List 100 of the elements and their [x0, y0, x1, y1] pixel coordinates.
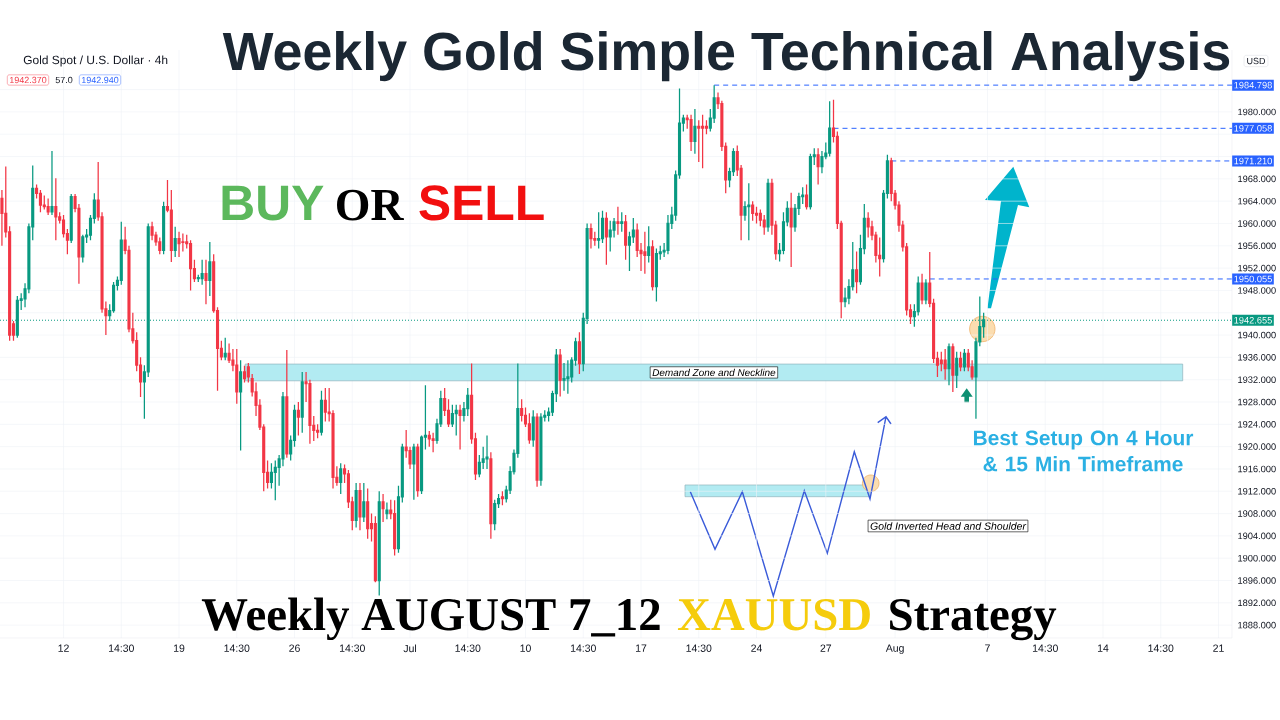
- candlestick: [608, 220, 612, 253]
- y-tick-label: 1968.000: [1238, 175, 1276, 183]
- candlestick: [42, 194, 46, 211]
- chart-subtitle: Gold Spot / U.S. Dollar · 4h: [23, 55, 168, 67]
- y-tick-label: 1964.000: [1238, 197, 1276, 205]
- x-tick-label: 14:30: [224, 644, 250, 652]
- candlestick: [296, 401, 300, 437]
- candlestick: [520, 398, 524, 423]
- candlestick: [454, 404, 458, 437]
- candlestick: [616, 206, 620, 236]
- candlestick: [828, 100, 832, 158]
- annotation: Strategy: [890, 598, 1057, 641]
- candlestick: [558, 348, 562, 398]
- candlestick: [955, 351, 959, 389]
- candlestick: [566, 359, 570, 395]
- y-tick-label: 1912.000: [1238, 487, 1276, 495]
- candlestick: [589, 222, 593, 250]
- y-tick-label: 1920.000: [1238, 443, 1276, 450]
- ref-line-label: 1971.210: [1234, 157, 1272, 165]
- y-tick-label: 1936.000: [1238, 354, 1276, 361]
- x-tick-label: 14:30: [455, 644, 481, 652]
- x-tick-label: 26: [289, 644, 300, 652]
- candlestick: [358, 482, 362, 531]
- x-tick-label: Aug: [885, 644, 904, 654]
- candlestick: [362, 482, 366, 523]
- candlestick: [527, 412, 531, 445]
- x-tick-label: 10: [520, 644, 531, 652]
- x-tick-label: 17: [635, 644, 647, 652]
- y-axis-title: USD: [1247, 57, 1266, 65]
- annotation: Best Setup On 4 Hour & 15 Min Timeframe: [973, 430, 1194, 472]
- candlestick: [562, 362, 566, 392]
- candlestick: [577, 331, 581, 375]
- candlestick: [489, 451, 493, 540]
- candlestick: [50, 150, 54, 216]
- candlestick: [624, 214, 628, 261]
- candlestick: [920, 273, 924, 305]
- candlestick: [855, 250, 859, 294]
- x-tick-label: 7: [985, 644, 990, 652]
- annotation: 57.0: [55, 76, 73, 84]
- candlestick: [239, 359, 243, 452]
- candlestick: [962, 348, 966, 372]
- candlestick: [947, 342, 951, 386]
- candlestick: [300, 371, 304, 434]
- y-tick-label: 1932.000: [1238, 376, 1276, 383]
- candlestick: [604, 211, 608, 266]
- candlestick: [173, 226, 177, 258]
- candlestick: [431, 432, 435, 453]
- candlestick: [54, 177, 58, 241]
- candlestick: [273, 459, 277, 501]
- x-tick-label: 14:30: [1032, 644, 1058, 652]
- y-tick-label: 1924.000: [1238, 421, 1276, 428]
- annotation: OR: [337, 189, 404, 221]
- y-tick-label: 1960.000: [1238, 220, 1276, 227]
- candlestick: [535, 412, 539, 488]
- candlestick: [747, 182, 751, 241]
- y-tick-label: 1900.000: [1238, 554, 1276, 562]
- band-label: Demand Zone and Neckline: [652, 368, 776, 377]
- candlestick: [204, 259, 208, 305]
- candlestick: [805, 183, 809, 211]
- y-tick-label: 1908.000: [1238, 510, 1276, 517]
- candlestick: [762, 214, 766, 236]
- candlestick: [354, 482, 358, 529]
- x-tick-label: Jul: [403, 644, 417, 653]
- candlestick: [500, 490, 504, 506]
- candlestick: [323, 387, 327, 423]
- candlestick: [485, 434, 489, 470]
- x-tick-label: 14:30: [339, 644, 365, 652]
- x-tick-label: 14:30: [570, 644, 596, 652]
- candlestick: [647, 225, 651, 264]
- x-tick-label: 19: [174, 644, 185, 652]
- candlestick: [866, 211, 870, 239]
- annotation: Gold Inverted Head and Shoulder: [870, 522, 1027, 530]
- candlestick: [789, 192, 793, 268]
- candlestick: [959, 351, 963, 372]
- candlestick: [189, 239, 193, 292]
- candlestick: [427, 430, 431, 448]
- candlestick: [766, 178, 770, 233]
- ref-line-label: 1984.798: [1234, 81, 1272, 89]
- x-tick-label: 14:30: [1148, 644, 1174, 652]
- ref-line-label: 1942.655: [1234, 316, 1272, 324]
- candlestick: [181, 232, 185, 253]
- candlestick: [246, 362, 250, 384]
- annotation: 1942.370: [10, 76, 47, 84]
- candlestick: [158, 236, 162, 255]
- y-tick-label: 1952.000: [1238, 264, 1276, 272]
- y-tick-label: 1904.000: [1238, 532, 1276, 540]
- candlestick: [177, 231, 181, 258]
- y-tick-label: 1980.000: [1238, 108, 1276, 116]
- candlestick: [223, 337, 227, 361]
- candlestick: [816, 147, 820, 186]
- candlestick: [951, 342, 955, 393]
- chart-title: Weekly Gold Simple Technical Analysis: [222, 31, 1230, 82]
- candlestick: [235, 348, 239, 405]
- annotation: 1942.940: [82, 76, 119, 84]
- candlestick: [620, 211, 624, 233]
- x-tick-label: 14:30: [686, 644, 712, 652]
- ref-line-label: 1950.055: [1234, 275, 1272, 283]
- candlestick: [285, 349, 289, 459]
- x-tick-label: 24: [751, 644, 763, 652]
- x-tick-label: 21: [1213, 644, 1224, 652]
